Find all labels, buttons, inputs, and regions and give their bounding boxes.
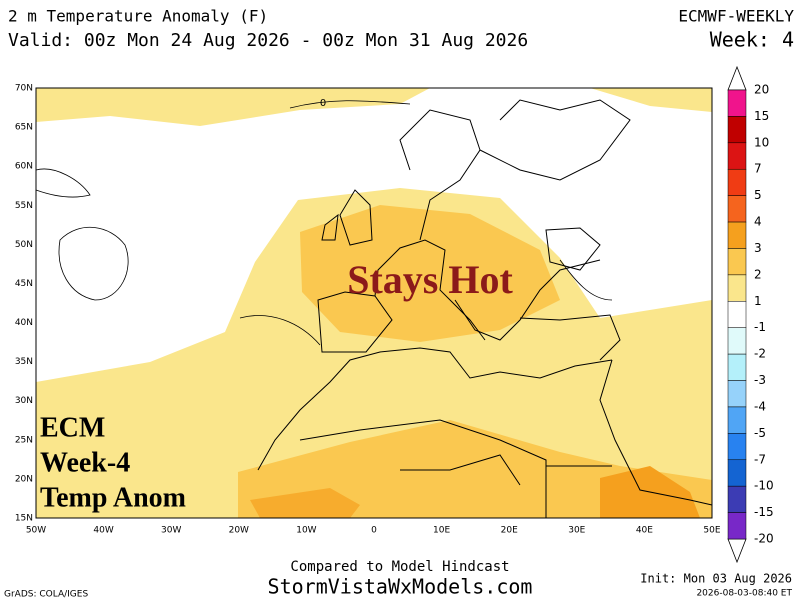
colorbar-label: 5	[754, 188, 762, 202]
colorbar-label: -1	[754, 320, 766, 334]
anomaly-area	[300, 205, 560, 342]
footer-credit: GrADS: COLA/IGES	[4, 590, 88, 600]
colorbar-label: -2	[754, 347, 766, 361]
colorbar-label: 3	[754, 241, 762, 255]
lon-label: 20W	[229, 526, 249, 536]
lat-label: 45N	[15, 279, 33, 289]
colorbar-label: 7	[754, 162, 762, 176]
colorbar-label: -15	[754, 505, 774, 519]
lat-label: 20N	[15, 474, 33, 484]
colorbar-swatch	[727, 89, 747, 117]
colorbar-swatch	[727, 195, 747, 223]
lon-label: 50W	[26, 526, 46, 536]
colorbar-swatch	[727, 406, 747, 434]
lon-label: 40W	[93, 526, 113, 536]
colorbar-swatch	[727, 353, 747, 381]
anomaly-area	[250, 488, 360, 518]
lat-label: 15N	[15, 514, 33, 524]
anomaly-area	[36, 88, 430, 126]
colorbar-label: -7	[754, 452, 766, 466]
colorbar-label: -4	[754, 399, 766, 413]
lat-label: 35N	[15, 357, 33, 367]
lat-label: 60N	[15, 162, 33, 172]
map: 0 Stays Hot ECM Week-4 Temp Anom	[35, 87, 713, 519]
footer-note: Compared to Model Hindcast	[290, 559, 509, 575]
colorbar-swatch	[727, 327, 747, 355]
lat-label: 30N	[15, 396, 33, 406]
colorbar-label: 4	[754, 215, 762, 229]
colorbar-label: 1	[754, 294, 762, 308]
valid-time: Valid: 00z Mon 24 Aug 2026 - 00z Mon 31 …	[8, 30, 528, 51]
overlay-text: Week-4	[40, 447, 130, 478]
lon-label: 30W	[161, 526, 181, 536]
map-annotation: Stays Hot	[347, 257, 513, 302]
lon-label: 10W	[296, 526, 316, 536]
lon-label: 0	[371, 526, 377, 536]
colorbar-label: 15	[754, 109, 769, 123]
lon-label: 20E	[501, 526, 518, 536]
colorbar-swatch	[727, 301, 747, 328]
overlay-text: ECM	[40, 412, 105, 443]
colorbar-label: 20	[754, 83, 769, 97]
lat-label: 55N	[15, 201, 33, 211]
title: 2 m Temperature Anomaly (F)	[8, 7, 268, 26]
anomaly-area	[590, 88, 712, 112]
colorbar-swatch	[727, 142, 747, 170]
colorbar-swatch	[727, 274, 747, 302]
colorbar-label: 2	[754, 267, 762, 281]
lon-label: 40E	[636, 526, 653, 536]
model-name: ECMWF-WEEKLY	[678, 7, 794, 26]
lat-label: 50N	[15, 240, 33, 250]
colorbar-swatch	[727, 116, 747, 144]
timestamp: 2026-08-03-08:40 ET	[696, 589, 792, 599]
colorbar-swatch	[727, 512, 747, 540]
lon-label: 50E	[703, 526, 720, 536]
overlay-text: Temp Anom	[40, 482, 186, 513]
colorbar-swatch	[727, 459, 747, 487]
init-time: Init: Mon 03 Aug 2026	[640, 572, 792, 586]
week-label: Week: 4	[710, 28, 794, 52]
colorbar: 20 15 10 7 5 4 3 2 1 -1 -2 -3 -4 -5 -7 -10 -15 -20	[727, 65, 774, 564]
anomaly-area	[238, 420, 712, 518]
colorbar-label: -3	[754, 373, 766, 387]
map-frame	[35, 87, 713, 519]
colorbar-swatch	[727, 433, 747, 461]
colorbar-label: -20	[754, 532, 774, 546]
colorbar-cap	[727, 65, 747, 91]
colorbar-cap	[727, 538, 747, 564]
colorbar-label: 10	[754, 135, 769, 149]
colorbar-swatch	[727, 221, 747, 249]
coastlines	[257, 99, 713, 518]
footer-site: StormVistaWxModels.com	[268, 575, 533, 599]
colorbar-swatch	[727, 248, 747, 276]
colorbar-swatch	[727, 168, 747, 196]
lat-label: 65N	[15, 123, 33, 133]
contour-lines	[35, 100, 613, 346]
colorbar-swatch	[727, 380, 747, 408]
contour-label: 0	[320, 98, 326, 109]
colorbar-label: -10	[754, 479, 774, 493]
lon-label: 10E	[433, 526, 450, 536]
colorbar-swatch	[727, 485, 747, 513]
lat-label: 25N	[15, 435, 33, 445]
lat-label: 40N	[15, 318, 33, 328]
lat-label: 70N	[15, 84, 33, 94]
lon-label: 30E	[568, 526, 585, 536]
colorbar-label: -5	[754, 426, 766, 440]
